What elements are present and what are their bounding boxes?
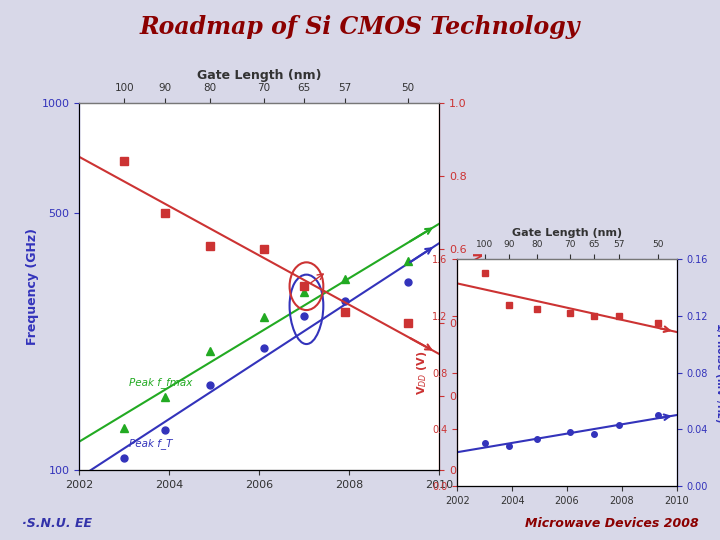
Y-axis label: Frequency (GHz): Frequency (GHz) [26,228,39,345]
Y-axis label: 1/f noise (mV$^2$/Hz): 1/f noise (mV$^2$/Hz) [711,322,720,423]
Y-axis label: NF$_{min}$ (dB): NF$_{min}$ (dB) [467,251,483,322]
X-axis label: Gate Length (nm): Gate Length (nm) [197,69,321,82]
Text: ·S.N.U. EE: ·S.N.U. EE [22,517,91,530]
Text: Microwave Devices 2008: Microwave Devices 2008 [525,517,698,530]
Text: Roadmap of Si CMOS Technology: Roadmap of Si CMOS Technology [140,15,580,39]
Text: Peak f_fmax: Peak f_fmax [129,377,192,388]
X-axis label: Gate Length (nm): Gate Length (nm) [512,228,622,238]
Y-axis label: V$_{DD}$ (V): V$_{DD}$ (V) [415,350,429,395]
Text: Peak f_T: Peak f_T [129,438,172,449]
